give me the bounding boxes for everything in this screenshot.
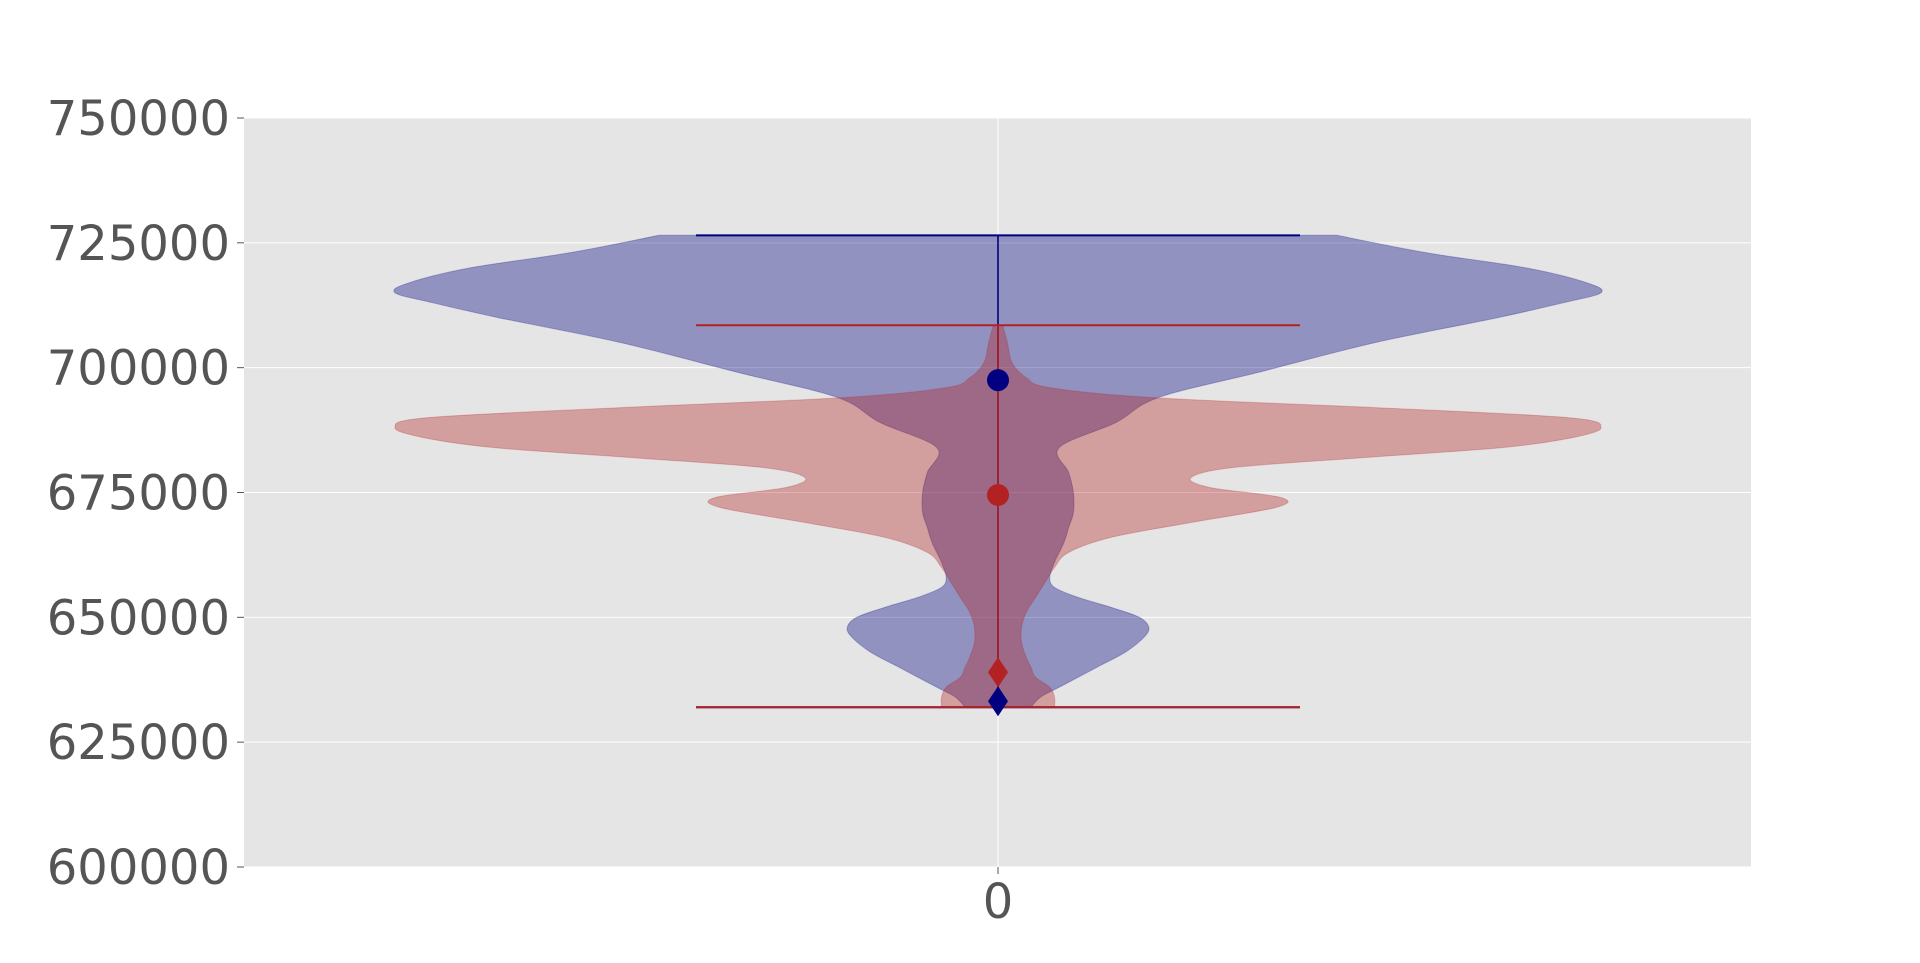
y-axis: 600000 625000 650000 675000 700000 725000 7500… xyxy=(47,91,244,896)
x-tick-label: 0 xyxy=(983,874,1014,930)
x-axis: 0 xyxy=(983,867,1014,930)
mean-marker-0 xyxy=(987,369,1009,392)
median-marker-0 xyxy=(988,686,1008,717)
y-tick-label: 725000 xyxy=(47,216,230,272)
y-tick-label: 750000 xyxy=(47,91,230,147)
y-tick-label: 650000 xyxy=(47,590,230,646)
y-tick-label: 675000 xyxy=(47,466,230,522)
violin-overlays xyxy=(696,234,1300,717)
median-marker-1 xyxy=(988,657,1008,688)
y-tick-label: 600000 xyxy=(47,840,230,896)
mean-marker-1 xyxy=(987,483,1009,506)
y-tick-label: 625000 xyxy=(47,715,230,771)
y-tick-label: 700000 xyxy=(47,341,230,397)
